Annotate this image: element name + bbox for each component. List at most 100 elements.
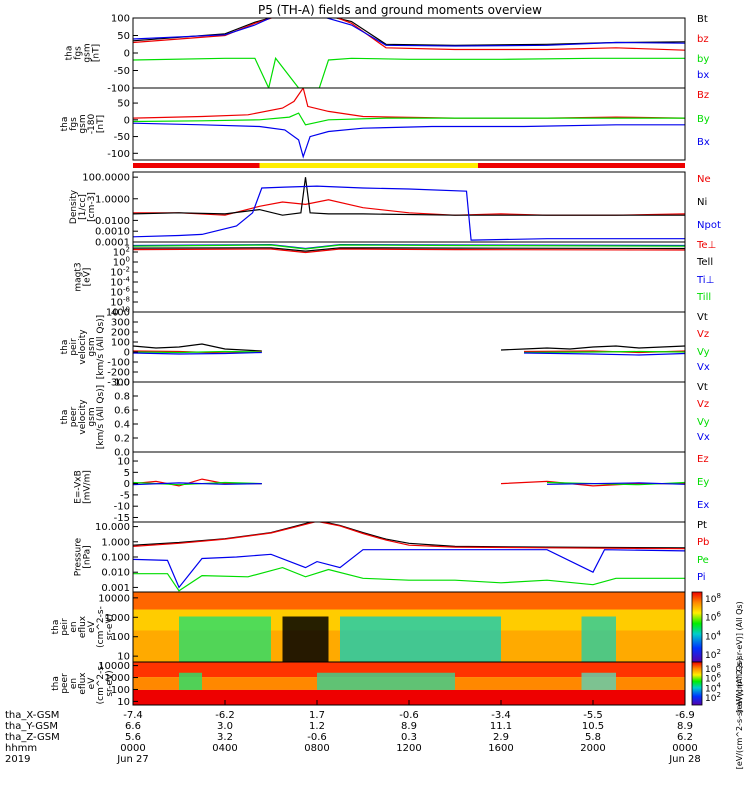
spectrogram-patch: [179, 672, 202, 690]
spectrogram-patch: [179, 616, 271, 662]
x-tick-value: 5.6: [125, 732, 141, 743]
y-tick-label: 1.0: [114, 378, 130, 389]
y-tick-label: 10: [117, 652, 130, 663]
y-tick-label: -100: [107, 149, 130, 160]
mode-bar-segment: [478, 163, 685, 168]
colorbar-label: [eV/(cm^2-s-sr-eV)] (All Qs): [735, 601, 744, 712]
panel-peer-spectrogram: 10000100010010thapeerenefluxeV(cm^2-s-sr…: [51, 661, 686, 708]
mode-bar-segment: [133, 163, 260, 168]
y-tick-label: 100: [111, 14, 130, 25]
y-tick-label: 10000: [98, 661, 130, 672]
x-tick-value: 1.2: [309, 721, 325, 732]
y-tick-label: 10: [117, 697, 130, 708]
x-tick-value: 2.9: [493, 732, 509, 743]
legend-fgs-bt-by: by: [697, 54, 709, 65]
y-tick-label: 0: [124, 348, 130, 359]
legend-peer-velocity-Vt: Vt: [697, 382, 708, 393]
legend-pressure-Pt: Pt: [697, 520, 707, 531]
chart-title: P5 (TH-A) fields and ground moments over…: [258, 3, 542, 17]
legend-fgs-bt-bz: bz: [697, 34, 709, 45]
spectrogram-patch: [282, 616, 329, 662]
y-tick-label: 0: [124, 479, 130, 490]
series-fgs-bt-bx: [133, 18, 685, 47]
y-axis-label: E=-VxB[mV/m]: [74, 470, 93, 504]
legend-density-Ni: Ni: [697, 197, 707, 208]
y-tick-label: 0.0100: [95, 216, 130, 227]
spectrogram-band: [133, 592, 685, 610]
date-start-label: Jun 27: [116, 754, 149, 765]
x-tick-value: 3.2: [217, 732, 233, 743]
y-tick-label: 100: [111, 632, 130, 643]
colorbar: [691, 661, 703, 706]
y-tick-label: 0.0: [114, 448, 130, 459]
y-tick-label: -10: [114, 502, 130, 513]
x-tick-value: -0.6: [307, 732, 327, 743]
series-density-Npot: [133, 185, 685, 241]
y-tick-label: 1000: [105, 613, 130, 624]
legend-peir-velocity-Vy: Vy: [697, 347, 710, 358]
colorbar-tick-label: 108: [705, 592, 721, 605]
y-tick-label: -50: [114, 132, 130, 143]
colorbar-tick-label: 104: [705, 629, 721, 642]
x-tick-value: -5.5: [583, 710, 603, 721]
legend-fgs-bvec-By: By: [697, 114, 710, 125]
y-axis-label: thafgsgsm-180[nT]: [60, 114, 106, 135]
x-tick-value: -0.6: [399, 710, 419, 721]
y-axis-label: Density[1/cc][cm-3]: [69, 189, 97, 224]
y-axis-label: thapeirenefluxeV(cm^2-s-sr-eV): [51, 606, 115, 648]
legend-temperature-Till: Till: [696, 292, 711, 303]
x-tick-value: 0400: [212, 743, 237, 754]
legend-peer-velocity-Vz: Vz: [697, 399, 709, 410]
legend-pressure-Pi: Pi: [697, 572, 706, 583]
panel-peer-velocity: 1.0 0.8 0.6 0.4 0.2 0.0 thapeervelocitygsm[km/…: [60, 378, 710, 459]
x-tick-value: 1600: [488, 743, 513, 754]
x-row-label: tha_X-GSM: [5, 710, 59, 721]
legend-efield-Ez: Ez: [697, 454, 709, 465]
series-peir-velocity-Vx: [133, 351, 685, 356]
y-tick-label: 50: [117, 31, 130, 42]
x-tick-value: 11.1: [490, 721, 512, 732]
y-axis-label: thapeervelocitygsm[km/s (All Qs)]: [60, 385, 106, 449]
colorbar: [691, 591, 703, 663]
y-tick-label: 100: [111, 685, 130, 696]
series-efield-Ex: [133, 482, 685, 486]
panel-frame: [132, 87, 686, 161]
x-tick-value: -3.4: [491, 710, 511, 721]
panel-pressure: 10.000 1.000 0.100 0.010 0.001 Pressure[nPa] P…: [74, 520, 710, 594]
x-tick-value: -7.4: [123, 710, 143, 721]
x-tick-value: 1200: [396, 743, 421, 754]
y-tick-label: 10: [117, 457, 130, 468]
spectrogram-patch: [581, 616, 616, 662]
panel-peir-spectrogram: 10000 1000 100 10thapeirenefluxeV(cm^2-s-sr…: [51, 591, 686, 663]
year-label: 2019: [5, 754, 30, 765]
x-tick-value: 3.0: [217, 721, 233, 732]
y-tick-label: 300: [111, 318, 130, 329]
y-tick-label: 0: [124, 115, 130, 126]
series-fgs-bvec-Bz: [133, 88, 685, 119]
spectrogram-patch: [581, 672, 616, 690]
y-tick-label: 50: [117, 99, 130, 110]
series-pressure-Pe: [133, 566, 685, 592]
x-tick-value: 6.2: [677, 732, 693, 743]
y-tick-label: 0.0001: [95, 238, 130, 249]
legend-fgs-bt-Bt: Bt: [697, 14, 708, 25]
y-tick-label: 100: [111, 338, 130, 349]
y-tick-label: 0.8: [114, 392, 130, 403]
series-fgs-bvec-Bx: [133, 122, 685, 159]
legend-peir-velocity-Vx: Vx: [697, 362, 710, 373]
legend-temperature-Ti⊥: Ti⊥: [696, 275, 714, 286]
x-tick-value: 0800: [304, 743, 329, 754]
y-tick-label: 5: [124, 468, 130, 479]
series-fgs-bt-bz: [133, 18, 685, 51]
panel-frame: [132, 241, 686, 313]
panel-temperature: 10210010-210-410-610-810-10magt3[eV]Te⊥T…: [74, 240, 717, 319]
y-tick-label: 0.001: [101, 583, 130, 594]
mode-bar-segment: [259, 163, 478, 168]
y-tick-label: 0.010: [101, 568, 130, 579]
spectrogram-patch: [317, 672, 455, 690]
legend-peer-velocity-Vy: Vy: [697, 417, 710, 428]
